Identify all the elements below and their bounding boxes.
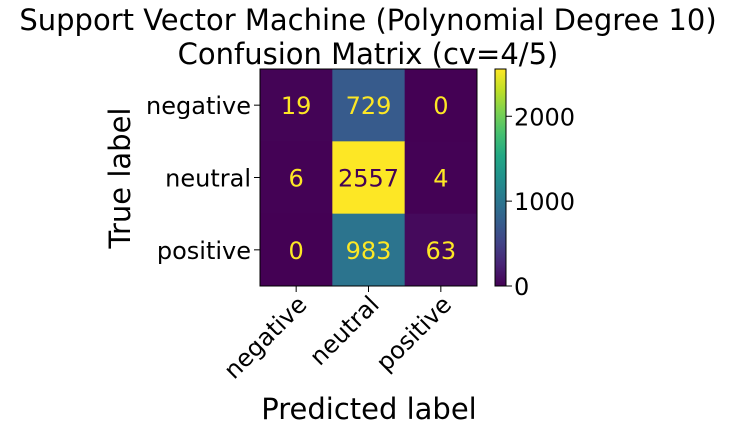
heatmap-cell-value-0-2: 0: [433, 92, 448, 120]
chart-title-line-2: Confusion Matrix (cv=4/5): [178, 37, 559, 71]
chart-title-line-1: Support Vector Machine (Polynomial Degre…: [19, 3, 716, 37]
heatmap-cell-0-2: [404, 69, 478, 142]
heatmap-cell-2-1: [332, 213, 406, 287]
y-tick-label-0: negative: [146, 92, 251, 120]
y-tick-label-2: positive: [157, 237, 251, 265]
y-axis-label: True label: [103, 108, 137, 250]
heatmap-cell-2-2: [404, 213, 478, 287]
heatmap-cell-value-0-0: 19: [281, 92, 312, 120]
colorbar-ticks: 0 1000 2000: [506, 103, 575, 301]
colorbar-tick-label-2: 2000: [514, 103, 575, 131]
heatmap-cell-1-1: [332, 141, 406, 215]
x-tick-label-0: negative: [218, 290, 312, 384]
heatmap-cell-value-1-1: 2557: [338, 165, 399, 193]
colorbar-tick-label-0: 0: [514, 273, 529, 301]
heatmap-cell-2-0: [260, 213, 333, 287]
y-tick-label-1: neutral: [165, 165, 251, 193]
heatmap-cell-value-2-1: 983: [346, 237, 392, 265]
colorbar: [494, 68, 507, 287]
heatmap-cell-value-2-2: 63: [426, 237, 457, 265]
heatmap-cell-value-0-1: 729: [346, 92, 392, 120]
y-axis-ticks: negative neutral positive: [146, 92, 260, 265]
x-axis-label: Predicted label: [261, 392, 477, 426]
heatmap-cell-value-2-0: 0: [289, 237, 304, 265]
heatmap-cell-value-1-2: 4: [433, 165, 448, 193]
heatmap-cell-1-2: [404, 141, 478, 215]
heatmap-cell-0-0: [260, 69, 333, 142]
heatmap-cell-labels: 19 729 0 6 2557 4 0 983 63: [281, 92, 456, 265]
colorbar-tick-label-1: 1000: [514, 188, 575, 216]
heatmap-cells: [260, 69, 478, 287]
x-tick-label-2: positive: [371, 290, 457, 376]
heatmap-cell-value-1-0: 6: [289, 165, 304, 193]
heatmap-cell-0-1: [332, 69, 406, 142]
heatmap-cell-1-0: [260, 141, 333, 215]
